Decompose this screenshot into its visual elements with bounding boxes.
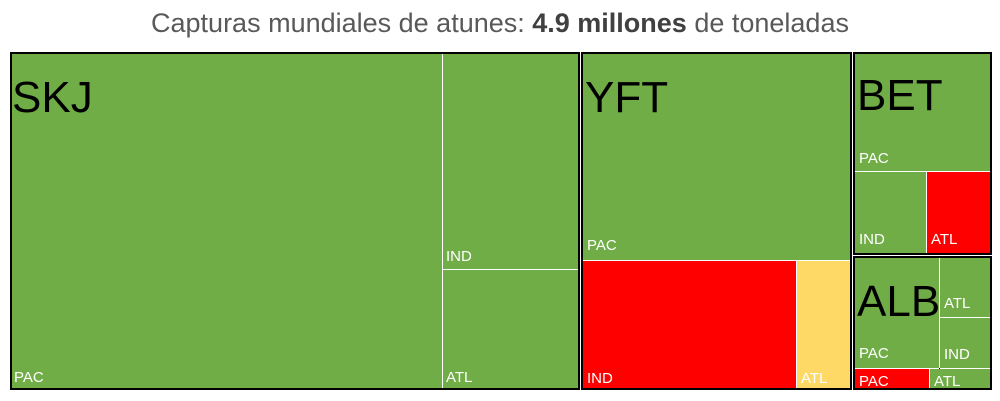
- stock-cell-bet-1: [855, 172, 926, 253]
- stock-label-bet-2: ATL: [931, 231, 957, 248]
- stock-label-bet-1: IND: [859, 231, 885, 248]
- stock-label-alb-0: PAC: [859, 345, 889, 362]
- stock-label-skj-1: IND: [446, 248, 472, 265]
- chart-title: Capturas mundiales de atunes: 4.9 millon…: [0, 8, 1000, 39]
- stock-label-skj-2: ATL: [446, 369, 472, 386]
- stock-label-skj-0: PAC: [14, 369, 44, 386]
- stock-cell-skj-2: [442, 270, 578, 388]
- stock-label-bet-0: PAC: [859, 150, 889, 167]
- stock-cell-alb-3: [855, 369, 929, 388]
- stock-cell-bet-2: [927, 172, 990, 253]
- stock-label-alb-1: ATL: [944, 295, 970, 312]
- stock-cell-alb-0: [855, 258, 939, 368]
- stock-cell-alb-4: [930, 369, 990, 388]
- stock-cell-skj-1: [442, 54, 578, 269]
- stock-cell-alb-2: [940, 318, 990, 368]
- stock-cell-skj-0: [12, 54, 442, 388]
- stock-label-alb-2: IND: [944, 346, 970, 363]
- species-label-yft: YFT: [585, 73, 668, 122]
- species-label-skj: SKJ: [12, 73, 93, 122]
- stock-cell-yft-0: [583, 54, 850, 260]
- stock-label-alb-4: ATL: [934, 373, 960, 390]
- stock-label-yft-2: ATL: [801, 370, 827, 387]
- species-label-alb: ALB: [857, 277, 940, 326]
- stock-cell-yft-2: [797, 261, 850, 388]
- title-prefix: Capturas mundiales de atunes:: [151, 8, 533, 38]
- title-bold: 4.9 millones: [532, 8, 687, 38]
- title-suffix: de toneladas: [686, 8, 849, 38]
- stock-label-yft-0: PAC: [587, 237, 617, 254]
- stock-label-yft-1: IND: [587, 370, 613, 387]
- stock-cell-yft-1: [583, 261, 796, 388]
- species-label-bet: BET: [857, 71, 943, 120]
- stock-label-alb-3: PAC: [859, 373, 889, 390]
- stock-cell-bet-0: [855, 54, 990, 171]
- stock-cell-alb-1: [940, 258, 990, 317]
